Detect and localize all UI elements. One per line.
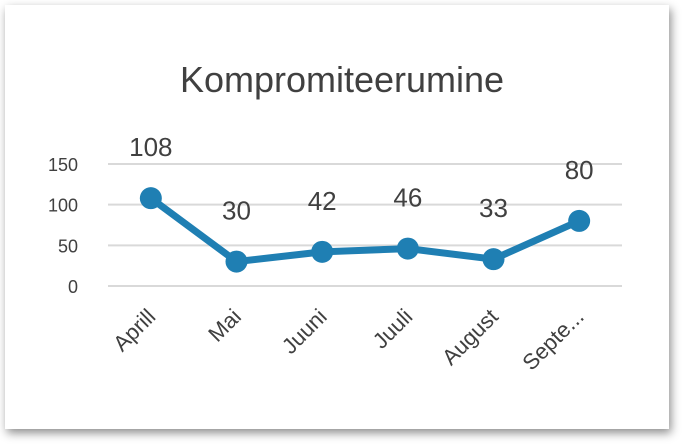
data-point [311, 240, 334, 263]
x-tick-label: Juuli [368, 304, 418, 354]
gridlines [108, 163, 622, 287]
x-tick-label: August [437, 304, 503, 370]
series [139, 187, 591, 273]
series-line [147, 194, 583, 266]
data-point [482, 248, 505, 271]
data-point [396, 237, 419, 260]
data-label: 30 [222, 196, 251, 226]
chart-title: Kompromiteerumine [180, 59, 504, 100]
data-labels: 108 30 42 46 33 80 [129, 132, 593, 225]
x-tick-label: Septe... [517, 304, 588, 375]
chart-card [5, 5, 669, 429]
y-tick-label: 100 [48, 196, 78, 216]
data-point [225, 250, 248, 273]
y-tick-label: 50 [58, 236, 78, 256]
x-axis-ticks: Aprill Mai Juuni Juuli August Septe... [108, 304, 589, 375]
data-label: 80 [565, 155, 594, 185]
data-label: 42 [308, 186, 337, 216]
data-label: 46 [393, 183, 422, 213]
y-axis-ticks: 0 50 100 150 [48, 155, 78, 297]
data-label: 108 [129, 132, 172, 162]
data-point [139, 187, 162, 210]
data-point [568, 209, 591, 232]
x-tick-label: Mai [203, 304, 246, 347]
x-tick-label: Juuni [277, 304, 332, 359]
data-label: 33 [479, 193, 508, 223]
y-tick-label: 150 [48, 155, 78, 175]
x-tick-label: Aprill [108, 304, 160, 356]
y-tick-label: 0 [68, 277, 78, 297]
